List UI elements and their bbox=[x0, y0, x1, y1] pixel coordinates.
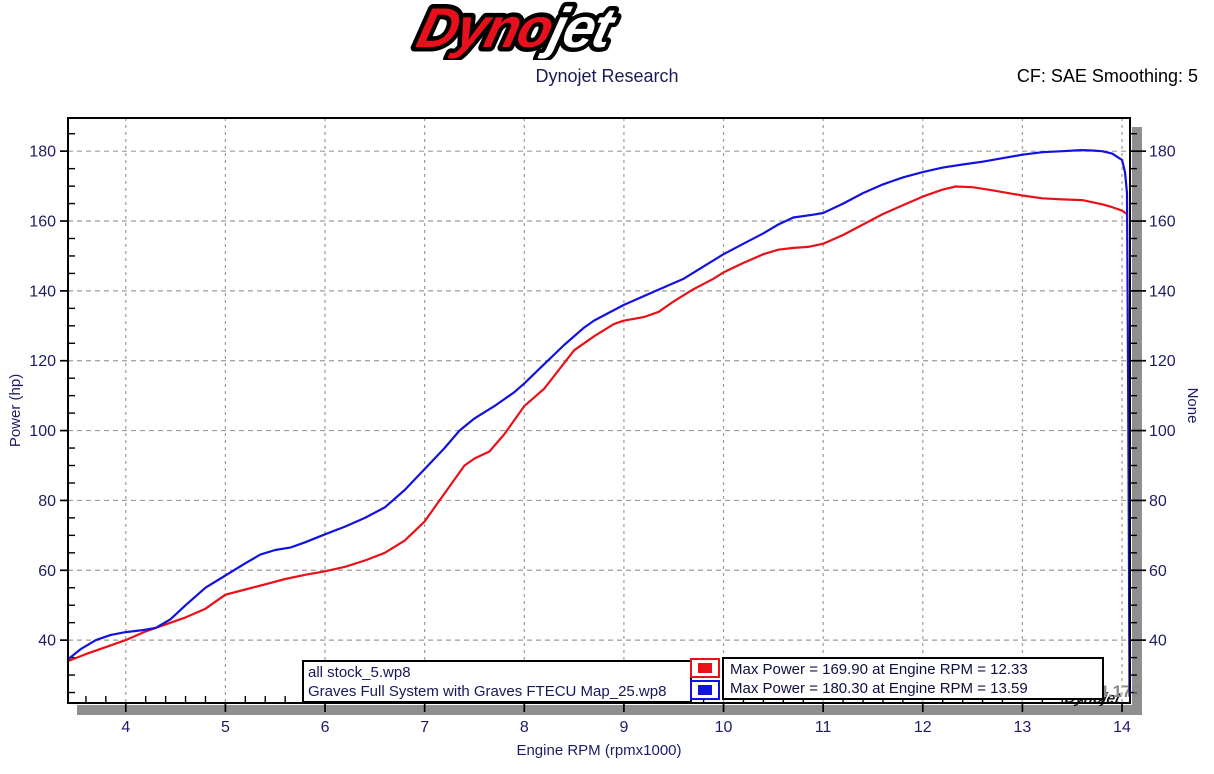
y-axis-tick-label: 120 bbox=[29, 353, 56, 370]
max-power-box: Max Power = 169.90 at Engine RPM = 12.33… bbox=[722, 657, 1104, 700]
legend-swatch-red bbox=[690, 658, 720, 678]
y-axis-tick-label: 60 bbox=[38, 563, 56, 580]
legend-swatch-blue bbox=[690, 680, 720, 700]
y-axis-tick-label: 80 bbox=[38, 493, 56, 510]
plot-area bbox=[68, 118, 1130, 703]
legend-file-stock: all stock_5.wp8 bbox=[308, 664, 411, 681]
y-axis-title-right: None bbox=[1184, 388, 1201, 424]
legend-box: all stock_5.wp8 Graves Full System with … bbox=[302, 660, 692, 703]
plot-shadow-bottom bbox=[77, 705, 1142, 715]
y-axis-tick-label-right: 60 bbox=[1149, 563, 1167, 580]
x-axis-tick-label: 5 bbox=[221, 719, 230, 736]
x-axis-tick-label: 6 bbox=[321, 719, 330, 736]
x-axis-tick-label: 9 bbox=[619, 719, 628, 736]
y-axis-title-left: Power (hp) bbox=[7, 374, 24, 447]
dynojet-logo-image: Dynojet bbox=[407, 0, 627, 64]
x-axis-tick-label: 10 bbox=[715, 719, 733, 736]
y-axis-tick-label: 180 bbox=[29, 144, 56, 161]
x-axis-tick-label: 13 bbox=[1014, 719, 1032, 736]
y-axis-tick-label: 100 bbox=[29, 423, 56, 440]
series-line-stock bbox=[66, 185, 1129, 663]
x-axis-tick-label: 8 bbox=[520, 719, 529, 736]
logo-text-dyno: Dyno bbox=[411, 0, 559, 60]
y-axis-tick-label-right: 100 bbox=[1149, 423, 1176, 440]
x-axis-tick-label: 14 bbox=[1113, 719, 1131, 736]
y-axis-tick-label-right: 120 bbox=[1149, 353, 1176, 370]
report-subtitle: Dynojet Research bbox=[535, 66, 679, 86]
y-axis-tick-label-right: 180 bbox=[1149, 144, 1176, 161]
y-axis-tick-label: 40 bbox=[38, 633, 56, 650]
plot-border bbox=[67, 117, 1131, 704]
y-axis-tick-label-right: 80 bbox=[1149, 493, 1167, 510]
legend-file-graves: Graves Full System with Graves FTECU Map… bbox=[308, 683, 667, 700]
dynojet-logo: Dynojet bbox=[392, 0, 832, 64]
x-axis-tick-label: 7 bbox=[420, 719, 429, 736]
red-square-icon bbox=[698, 663, 712, 673]
x-axis-tick-label: 12 bbox=[914, 719, 932, 736]
y-axis-tick-label: 140 bbox=[29, 283, 56, 300]
plot-shadow-right bbox=[1132, 127, 1142, 714]
max-power-stock: Max Power = 169.90 at Engine RPM = 12.33 bbox=[730, 661, 1028, 678]
y-axis-tick-label: 160 bbox=[29, 214, 56, 231]
y-axis-tick-label-right: 40 bbox=[1149, 633, 1167, 650]
cf-smoothing-label: CF: SAE Smoothing: 5 bbox=[1016, 66, 1198, 86]
x-axis-tick-label: 11 bbox=[815, 719, 832, 736]
y-axis-tick-label-right: 160 bbox=[1149, 214, 1176, 231]
blue-square-icon bbox=[698, 685, 712, 695]
svg-text:Dynojet: Dynojet bbox=[411, 0, 622, 60]
series-line-graves bbox=[66, 149, 1131, 698]
max-power-graves: Max Power = 180.30 at Engine RPM = 13.59 bbox=[730, 680, 1028, 697]
y-axis-tick-label-right: 140 bbox=[1149, 283, 1176, 300]
x-axis-tick-label: 4 bbox=[121, 719, 130, 736]
x-axis-title: Engine RPM (rpmx1000) bbox=[516, 742, 681, 759]
